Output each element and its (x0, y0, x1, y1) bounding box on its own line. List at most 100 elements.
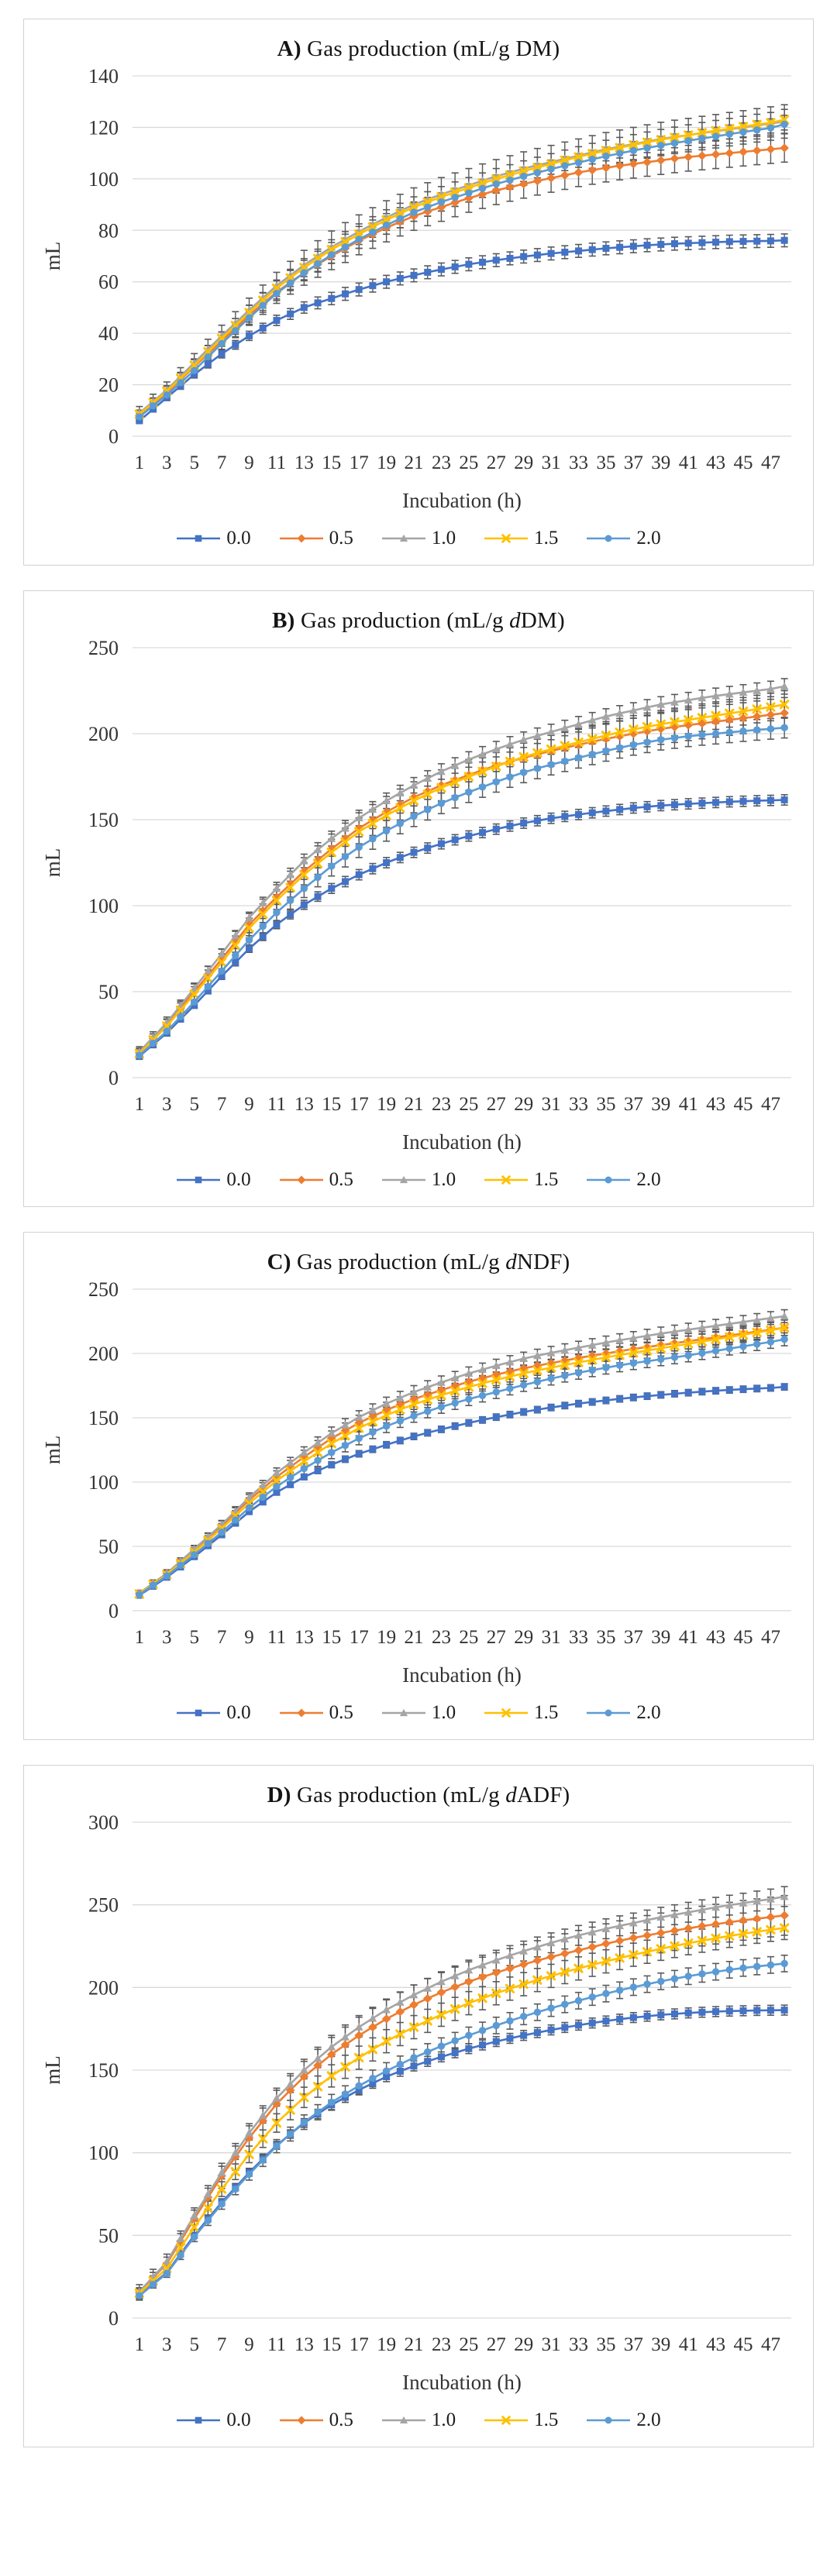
legend-swatch (279, 1708, 323, 1718)
triangle-marker (766, 1894, 775, 1903)
square-marker (629, 242, 637, 250)
xmark-marker (574, 152, 584, 162)
square-marker (355, 286, 363, 294)
square-marker (739, 2007, 747, 2014)
circle-marker (604, 2416, 612, 2423)
series-2.0 (136, 120, 788, 421)
svg-text:31: 31 (542, 2334, 561, 2355)
y-axis-title: mL (41, 1436, 64, 1465)
svg-text:25: 25 (459, 1627, 478, 1648)
square-marker (383, 1441, 391, 1449)
square-marker (629, 804, 637, 812)
xmark-marker (175, 1005, 186, 1015)
square-marker (506, 254, 514, 262)
xmark-marker (505, 756, 515, 767)
xmark-marker (258, 910, 268, 920)
svg-text:15: 15 (322, 452, 341, 473)
triangle-marker (642, 1331, 652, 1340)
xmark-marker (491, 1374, 501, 1385)
circle-marker (574, 1996, 583, 2005)
triangle-marker (162, 385, 171, 394)
circle-marker (519, 2012, 528, 2021)
legend-label: 0.0 (226, 2409, 251, 2430)
circle-marker (273, 2142, 281, 2150)
diamond-marker (698, 151, 707, 160)
xmark-marker (684, 1339, 694, 1349)
svg-text:50: 50 (98, 1536, 119, 1558)
xmark-marker (326, 1439, 336, 1449)
circle-marker (711, 132, 720, 140)
legend-item-1.0: 1.0 (381, 2410, 456, 2430)
circle-marker (465, 2031, 473, 2039)
diamond-marker (297, 533, 306, 543)
legend-label: 2.0 (636, 2409, 661, 2430)
circle-marker (643, 144, 651, 152)
svg-text:33: 33 (569, 1094, 588, 1115)
y-gridlines (133, 1821, 791, 2319)
series-2.0 (136, 724, 788, 1059)
xmark-marker (477, 766, 487, 776)
diamond-marker (780, 708, 789, 718)
xmark-marker (670, 132, 680, 143)
legend-label: 0.5 (329, 1702, 353, 1723)
square-marker (520, 1408, 528, 1416)
triangle-marker (684, 1907, 693, 1916)
svg-text:7: 7 (217, 2334, 227, 2355)
legend-item-0.0: 0.0 (176, 2409, 251, 2430)
svg-text:250: 250 (88, 1894, 119, 1917)
circle-marker (561, 757, 569, 765)
circle-marker (547, 1374, 555, 1383)
circle-marker (286, 279, 294, 287)
triangle-marker (519, 1354, 529, 1363)
svg-text:17: 17 (350, 452, 369, 473)
diamond-marker (436, 780, 446, 790)
diamond-marker (491, 1968, 501, 1977)
triangle-marker (656, 700, 666, 708)
diamond-marker (711, 1919, 721, 1929)
legend-item-2.0: 2.0 (586, 2409, 661, 2430)
series-0.5 (135, 708, 789, 1058)
chart-title-b: B) Gas production (mL/g dDM) (272, 608, 565, 633)
triangle-marker (341, 2032, 350, 2041)
svg-text:29: 29 (514, 2334, 533, 2355)
xmark-marker (271, 896, 282, 906)
triangle-marker (478, 1961, 487, 1969)
xmark-marker (684, 1938, 694, 1948)
circle-marker (725, 130, 734, 138)
circle-marker (561, 162, 569, 170)
circle-marker (629, 1983, 638, 1991)
xmark-marker (560, 1360, 570, 1371)
triangle-marker (464, 1966, 474, 1974)
square-marker (588, 2019, 596, 2027)
xmark-marker (642, 722, 653, 732)
svg-text:23: 23 (432, 1627, 451, 1648)
triangle-marker (725, 1319, 734, 1328)
xmark-marker (725, 708, 735, 718)
square-marker (287, 911, 294, 919)
triangle-marker (656, 1329, 666, 1337)
triangle-marker (354, 813, 363, 822)
square-marker (766, 796, 774, 804)
svg-text:15: 15 (322, 1627, 341, 1648)
triangle-marker (601, 1924, 611, 1932)
triangle-marker (341, 824, 350, 832)
diamond-marker (297, 1708, 306, 1718)
triangle-marker (272, 1468, 281, 1477)
circle-marker (519, 172, 528, 181)
triangle-marker (395, 1998, 405, 2006)
xmark-marker (285, 882, 295, 892)
xmark-marker (408, 1399, 419, 1409)
diamond-marker (368, 815, 377, 825)
square-marker (712, 2007, 720, 2015)
svg-text:0: 0 (108, 1600, 119, 1622)
square-marker (451, 263, 459, 270)
xmark-marker (422, 2016, 432, 2026)
triangle-marker (505, 740, 515, 748)
circle-marker (615, 150, 624, 157)
square-marker (300, 901, 308, 909)
circle-marker (286, 2130, 294, 2138)
chart-canvas-c: 0 50 100 150 200 250 mL 1 3 5 7 9 11 13 15 17 19 21 23 25 27… (24, 1275, 813, 1700)
square-marker (492, 2038, 500, 2045)
xmark-marker (505, 1983, 515, 1993)
square-marker (575, 1400, 583, 1408)
